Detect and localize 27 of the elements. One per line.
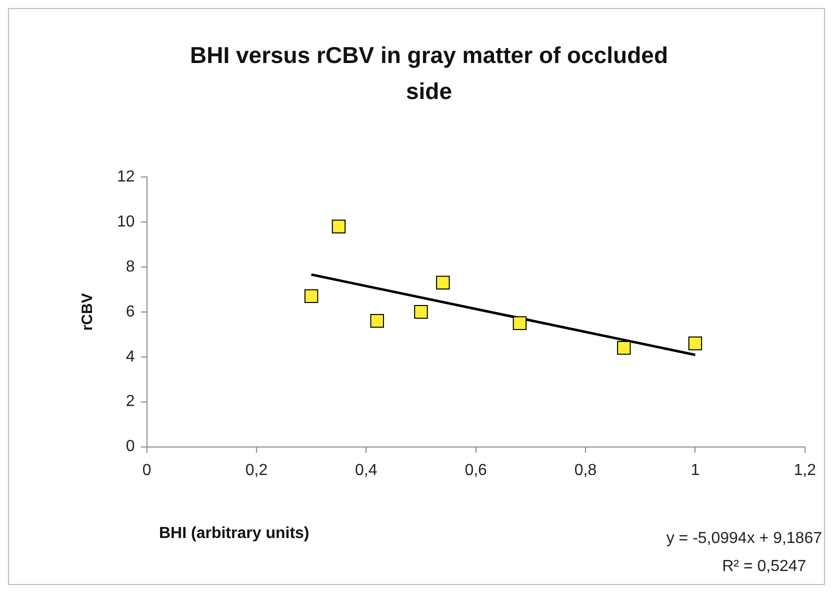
x-tick-label: 0,6: [464, 462, 488, 479]
chart-title: BHI versus rCBV in gray matter of occluded side: [188, 41, 669, 106]
y-tick-label: 12: [117, 168, 135, 186]
x-tick-label: 0: [142, 462, 152, 479]
x-tick-label: 1,2: [794, 462, 816, 479]
x-tick-label: 0,2: [245, 462, 268, 479]
y-tick-label: 2: [126, 393, 135, 410]
text: R² = 0,5247: [721, 557, 808, 577]
point: [436, 276, 450, 290]
y-tick-label: 4: [126, 348, 135, 366]
x-tick-label: 1: [690, 462, 700, 479]
x-tick-label: 0,8: [574, 462, 597, 479]
y-tick-label: 8: [126, 258, 135, 276]
x-axis-title: BHI (arbitrary units): [159, 525, 310, 543]
point: [617, 341, 631, 355]
y-axis-title: rCBV: [79, 293, 96, 331]
point: [688, 336, 702, 350]
point: [332, 220, 346, 234]
y-tick-label: 0: [126, 438, 135, 456]
point: [304, 289, 318, 304]
text: y = -5,0994x + 9,1867: [666, 529, 822, 549]
point: [512, 316, 527, 330]
y-tick-label: 10: [117, 213, 135, 230]
y-tick-label: 6: [126, 303, 135, 320]
x-tick-label: 0,4: [355, 462, 378, 479]
point: [414, 305, 428, 319]
point: [370, 314, 384, 328]
